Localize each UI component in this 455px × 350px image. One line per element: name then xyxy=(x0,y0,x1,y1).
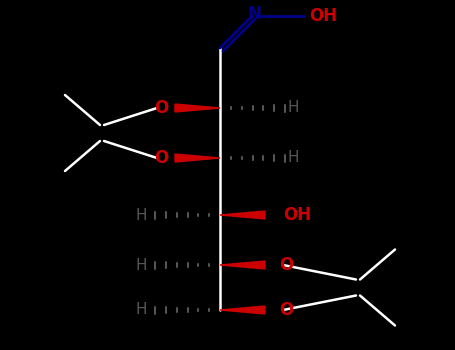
Polygon shape xyxy=(175,104,220,112)
Polygon shape xyxy=(175,154,220,162)
Text: H: H xyxy=(136,258,147,273)
Text: O: O xyxy=(279,256,293,274)
Text: N: N xyxy=(247,5,261,23)
Text: O: O xyxy=(154,99,168,117)
Text: H: H xyxy=(287,100,299,116)
Text: O: O xyxy=(279,301,293,319)
Polygon shape xyxy=(220,211,265,219)
Text: OH: OH xyxy=(283,206,311,224)
Text: H: H xyxy=(136,302,147,317)
Text: OH: OH xyxy=(309,7,337,25)
Text: H: H xyxy=(136,208,147,223)
Polygon shape xyxy=(220,306,265,314)
Text: H: H xyxy=(287,150,299,166)
Text: O: O xyxy=(154,149,168,167)
Polygon shape xyxy=(220,261,265,269)
